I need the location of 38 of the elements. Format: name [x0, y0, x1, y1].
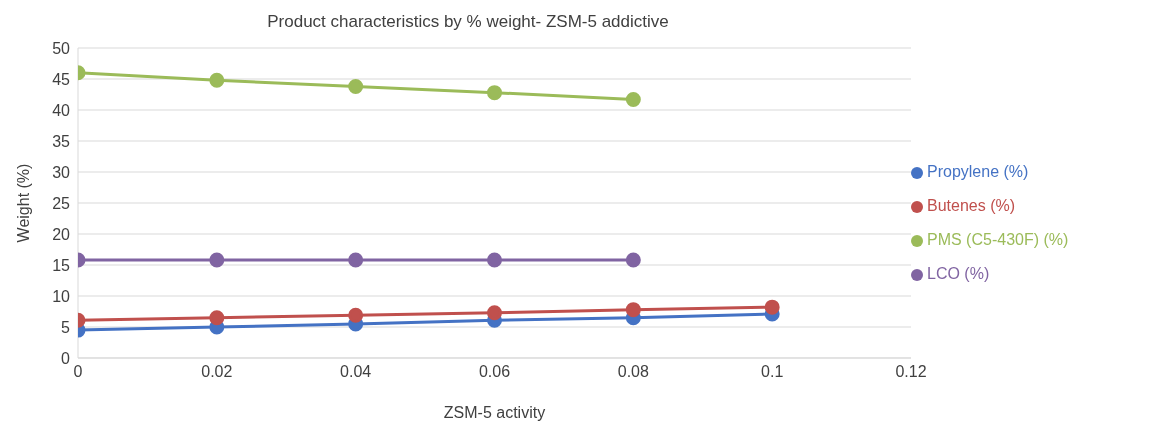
y-tick-label: 35: [52, 132, 71, 150]
x-tick-label: 0.08: [617, 363, 650, 381]
point: [487, 305, 502, 321]
y-axis-title: Weight (%): [14, 163, 32, 243]
point: [209, 72, 225, 88]
x-tick-label: 0: [73, 363, 83, 381]
x-tick-label: 0.12: [895, 363, 927, 381]
y-tick-label: 20: [52, 225, 71, 243]
legend-label: PMS (C5-430F) (%): [927, 231, 1069, 248]
point: [209, 310, 225, 326]
y-tick-label: 50: [52, 39, 71, 57]
y-tick-label: 30: [52, 163, 71, 181]
y-tick-label: 25: [52, 194, 71, 212]
y-tick-label: 5: [61, 318, 71, 336]
y-tick-label: 45: [52, 70, 71, 88]
y-tick-label: 10: [52, 287, 71, 305]
legend-label: Butenes (%): [927, 197, 1016, 214]
x-tick-label: 0.02: [201, 363, 233, 381]
point: [348, 307, 364, 323]
point: [625, 252, 641, 268]
x-axis-title: ZSM-5 activity: [443, 404, 546, 421]
y-tick-label: 40: [52, 101, 71, 119]
point: [348, 252, 364, 268]
chart-title: Product characteristics by % weight- ZSM-5 addictive: [266, 12, 670, 32]
point: [487, 252, 502, 268]
legend-label: Propylene (%): [927, 163, 1029, 180]
point: [348, 78, 364, 94]
point: [209, 252, 225, 268]
x-tick-label: 0.04: [340, 363, 372, 381]
point: [625, 302, 641, 318]
point: [764, 299, 780, 315]
x-tick-label: 0.06: [478, 363, 511, 381]
y-tick-label: 15: [52, 256, 71, 274]
point: [487, 85, 502, 101]
legend-label: LCO (%): [927, 265, 990, 282]
y-tick-label: 0: [61, 349, 71, 367]
point: [625, 91, 641, 107]
x-tick-label: 0.1: [761, 363, 784, 381]
